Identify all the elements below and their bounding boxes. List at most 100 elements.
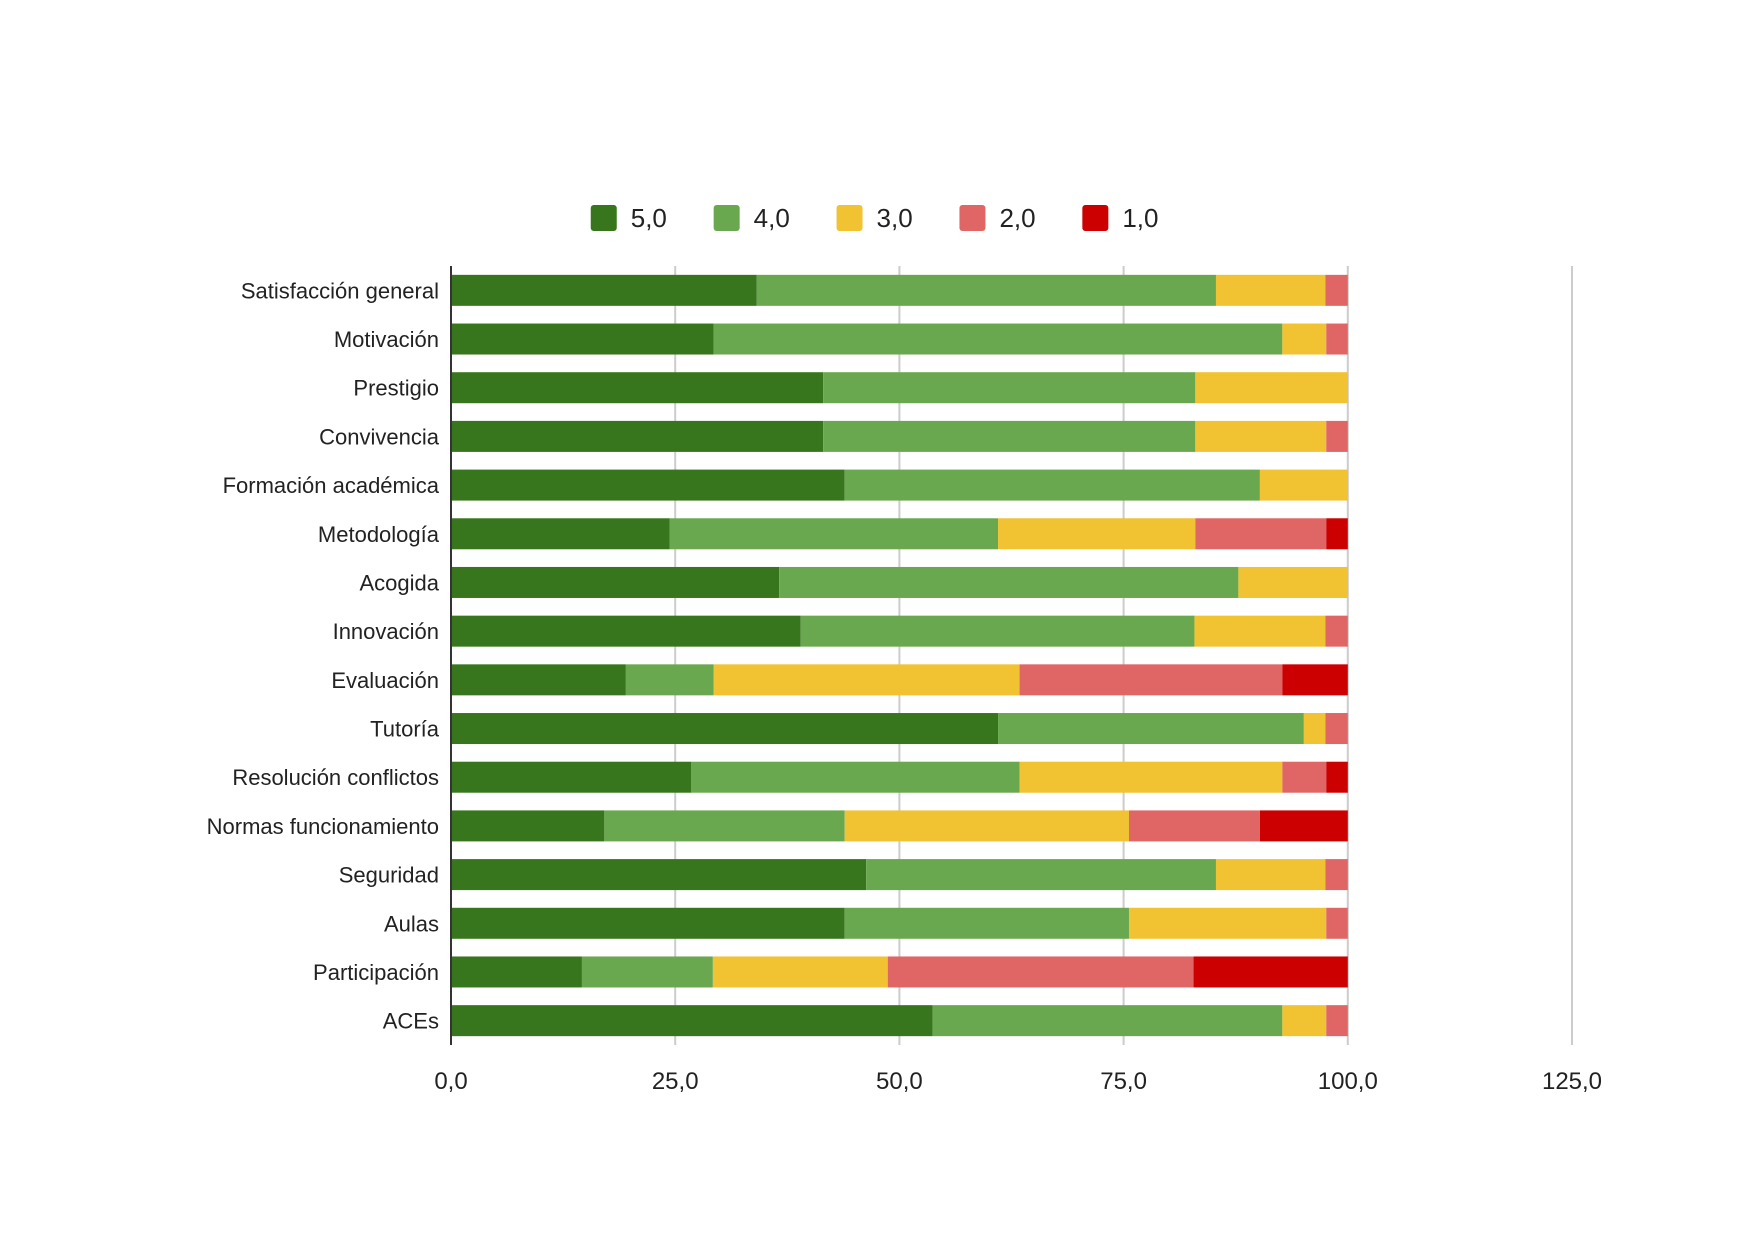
category-labels: Satisfacción general Motivación Prestigio C… — [207, 278, 440, 1033]
bar-segment — [866, 859, 1216, 891]
bar-segment — [844, 810, 1129, 842]
bar-segment — [451, 274, 757, 306]
bar-segment — [1325, 615, 1348, 647]
bar-segment — [451, 907, 845, 939]
bar-segment — [998, 518, 1196, 550]
bar-segment — [1238, 566, 1348, 598]
bar-segment — [1195, 420, 1327, 452]
bar-segment — [1326, 420, 1348, 452]
bar-segment — [932, 1005, 1283, 1037]
category-label: Formación académica — [223, 473, 440, 498]
x-tick-labels: 0,0 25,0 50,0 75,0 100,0 125,0 — [434, 1068, 1602, 1095]
category-label: ACEs — [383, 1009, 439, 1034]
bar-segment — [1282, 761, 1327, 793]
category-label: Resolución conflictos — [232, 765, 439, 790]
bar-segment — [844, 907, 1129, 939]
bar-segment — [713, 323, 1283, 355]
bar-segment — [1195, 518, 1327, 550]
bar-segment — [1019, 761, 1283, 793]
bar-segment — [1128, 810, 1260, 842]
category-label: Seguridad — [339, 863, 439, 888]
bar-segment — [451, 859, 867, 891]
bar-segment — [844, 469, 1260, 501]
bar-segment — [823, 420, 1196, 452]
bar-segment — [1259, 810, 1348, 842]
category-label: Aulas — [384, 911, 439, 936]
bar-segment — [451, 566, 780, 598]
legend-swatch — [1082, 205, 1109, 231]
bar-segment — [604, 810, 845, 842]
bar-segment — [779, 566, 1239, 598]
bar-segment — [1282, 1005, 1327, 1037]
bar-segment — [451, 761, 692, 793]
category-label: Motivación — [334, 327, 439, 352]
bar-segment — [1326, 1005, 1348, 1037]
x-tick-label: 75,0 — [1100, 1068, 1147, 1095]
bar-segment — [823, 372, 1196, 404]
bar-segment — [451, 469, 845, 501]
bar-segment — [1325, 713, 1348, 745]
category-label: Evaluación — [331, 668, 439, 693]
bar-segment — [1326, 907, 1348, 939]
bar-segment — [451, 323, 714, 355]
bar-segment — [691, 761, 1020, 793]
bar-segment — [887, 956, 1194, 988]
category-label: Convivencia — [319, 424, 440, 449]
legend-label: 5,0 — [631, 203, 667, 233]
legend-swatch — [713, 205, 740, 231]
bar-segment — [1325, 859, 1348, 891]
x-tick-label: 25,0 — [652, 1068, 699, 1095]
legend-label: 3,0 — [877, 203, 913, 233]
bar-segment — [581, 956, 713, 988]
bar-segment — [1259, 469, 1348, 501]
bar-segment — [1326, 518, 1348, 550]
category-label: Normas funcionamiento — [207, 814, 439, 839]
bar-segment — [1282, 664, 1348, 696]
bar-segment — [451, 956, 582, 988]
category-label: Innovación — [333, 619, 439, 644]
category-label: Metodología — [318, 522, 440, 547]
category-label: Participación — [313, 960, 439, 985]
bar-segment — [756, 274, 1216, 306]
legend: 5,0 4,0 3,0 2,0 1,0 — [590, 203, 1159, 233]
bar-segment — [451, 664, 626, 696]
bars — [451, 274, 1348, 1037]
category-label: Tutoría — [370, 717, 440, 742]
bar-segment — [451, 810, 605, 842]
bar-segment — [1193, 956, 1348, 988]
legend-item: 4,0 — [713, 203, 790, 233]
bar-segment — [451, 372, 824, 404]
bar-segment — [451, 518, 670, 550]
bar-segment — [1194, 615, 1326, 647]
bar-segment — [451, 1005, 933, 1037]
bar-segment — [713, 664, 1020, 696]
bar-segment — [1282, 323, 1327, 355]
x-tick-label: 50,0 — [876, 1068, 923, 1095]
legend-item: 3,0 — [836, 203, 913, 233]
legend-label: 4,0 — [754, 203, 790, 233]
legend-swatch — [590, 205, 617, 231]
legend-label: 2,0 — [999, 203, 1035, 233]
bar-segment — [1128, 907, 1327, 939]
x-tick-label: 125,0 — [1542, 1068, 1602, 1095]
bar-segment — [451, 615, 801, 647]
legend-swatch — [959, 205, 986, 231]
legend-label: 1,0 — [1122, 203, 1158, 233]
bar-segment — [669, 518, 999, 550]
bar-segment — [1326, 323, 1348, 355]
bar-segment — [1215, 274, 1326, 306]
category-label: Prestigio — [353, 376, 439, 401]
x-tick-label: 100,0 — [1318, 1068, 1378, 1095]
bar-segment — [625, 664, 714, 696]
category-label: Acogida — [359, 570, 439, 595]
legend-item: 2,0 — [959, 203, 1036, 233]
bar-segment — [1303, 713, 1326, 745]
bar-segment — [451, 420, 824, 452]
legend-item: 1,0 — [1082, 203, 1159, 233]
bar-segment — [1215, 859, 1326, 891]
legend-swatch — [836, 205, 863, 231]
bar-segment — [451, 713, 999, 745]
category-label: Satisfacción general — [241, 278, 439, 303]
